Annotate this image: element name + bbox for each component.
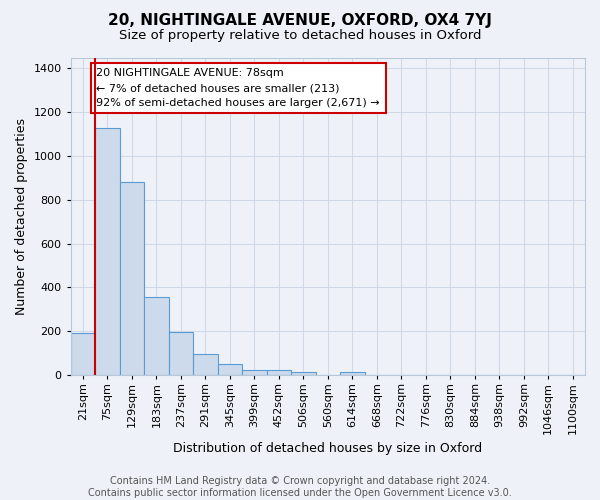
Bar <box>95 128 119 375</box>
Text: Size of property relative to detached houses in Oxford: Size of property relative to detached ho… <box>119 29 481 42</box>
Bar <box>218 364 242 375</box>
Text: 20 NIGHTINGALE AVENUE: 78sqm
← 7% of detached houses are smaller (213)
92% of se: 20 NIGHTINGALE AVENUE: 78sqm ← 7% of det… <box>97 68 380 108</box>
Bar <box>340 372 365 375</box>
Bar <box>291 372 316 375</box>
Bar <box>144 297 169 375</box>
Bar <box>266 370 291 375</box>
Text: Contains HM Land Registry data © Crown copyright and database right 2024.
Contai: Contains HM Land Registry data © Crown c… <box>88 476 512 498</box>
X-axis label: Distribution of detached houses by size in Oxford: Distribution of detached houses by size … <box>173 442 482 455</box>
Bar <box>71 334 95 375</box>
Bar <box>169 332 193 375</box>
Y-axis label: Number of detached properties: Number of detached properties <box>15 118 28 314</box>
Text: 20, NIGHTINGALE AVENUE, OXFORD, OX4 7YJ: 20, NIGHTINGALE AVENUE, OXFORD, OX4 7YJ <box>108 12 492 28</box>
Bar <box>193 354 218 375</box>
Bar <box>242 370 266 375</box>
Bar <box>119 182 144 375</box>
